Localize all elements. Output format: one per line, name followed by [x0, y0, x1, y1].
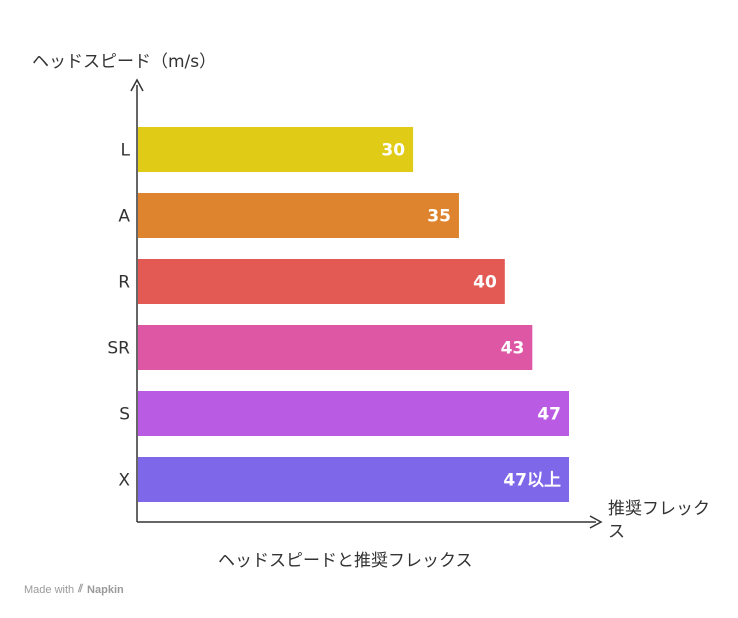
made-with-napkin-badge[interactable]: Made with ⫽ Napkin — [24, 583, 124, 596]
napkin-logo-icon: ⫽ — [78, 583, 84, 595]
value-label-a: 35 — [427, 207, 451, 227]
category-label-r: R — [118, 273, 130, 293]
axes — [130, 78, 603, 529]
x-axis-title: 推奨フレックス — [608, 499, 710, 542]
bar-l — [138, 127, 414, 172]
napkin-brand-label: Napkin — [87, 583, 124, 596]
category-label-s: S — [119, 405, 130, 425]
x-axis-arrow — [589, 515, 603, 529]
bar-x — [138, 457, 569, 502]
bar-a — [138, 193, 459, 238]
category-label-l: L — [121, 141, 131, 161]
value-label-r: 40 — [473, 273, 497, 293]
category-label-a: A — [118, 207, 130, 227]
y-axis-title: ヘッドスピード（m/s） — [32, 52, 217, 72]
value-label-sr: 43 — [501, 339, 525, 359]
value-label-l: 30 — [381, 141, 405, 161]
value-label-x: 47以上 — [503, 471, 561, 491]
category-label-x: X — [118, 471, 130, 491]
bar-sr — [138, 325, 533, 370]
chart-caption: ヘッドスピードと推奨フレックス — [218, 551, 473, 571]
bar-r — [138, 259, 505, 304]
value-label-s: 47 — [537, 405, 561, 425]
y-axis-arrow — [130, 78, 144, 92]
category-label-sr: SR — [107, 339, 130, 359]
made-with-label: Made with — [24, 583, 75, 596]
bars: L 30 A 35 R 40 SR 43 S 47 X 47以上 — [107, 127, 569, 502]
bar-s — [138, 391, 569, 436]
